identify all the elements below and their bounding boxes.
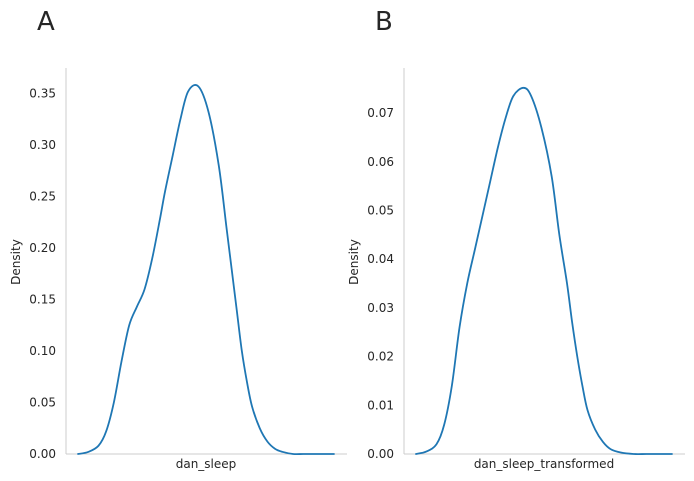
y-tick-label: 0.20 — [29, 241, 56, 255]
chart-panel-a: 0.00 0.05 0.10 0.15 0.20 0.25 0.30 0.35 dan_sle… — [9, 68, 347, 471]
y-tick-label: 0.06 — [367, 155, 394, 169]
y-tick-label: 0.30 — [29, 138, 56, 152]
y-tick-label: 0.00 — [29, 447, 56, 461]
x-axis-label: dan_sleep — [176, 457, 237, 471]
x-axis-label: dan_sleep_transformed — [474, 457, 614, 471]
density-curve — [77, 84, 335, 456]
y-tick-label: 0.05 — [29, 396, 56, 410]
density-curve — [415, 86, 673, 456]
chart-panel-b: 0.00 0.01 0.02 0.03 0.04 0.05 0.06 0.07 dan_sle… — [347, 68, 685, 471]
y-tick-labels: 0.00 0.01 0.02 0.03 0.04 0.05 0.06 0.07 — [367, 106, 394, 461]
y-tick-label: 0.05 — [367, 204, 394, 218]
y-tick-label: 0.03 — [367, 301, 394, 315]
y-tick-label: 0.15 — [29, 293, 56, 307]
y-tick-label: 0.25 — [29, 190, 56, 204]
y-tick-label: 0.07 — [367, 106, 394, 120]
y-axis-label: Density — [9, 239, 23, 285]
y-tick-labels: 0.00 0.05 0.10 0.15 0.20 0.25 0.30 0.35 — [29, 87, 56, 461]
panel-letter-b: B — [375, 7, 393, 37]
y-tick-label: 0.35 — [29, 87, 56, 101]
panel-letter-a: A — [37, 7, 55, 37]
y-tick-label: 0.02 — [367, 350, 394, 364]
y-tick-label: 0.01 — [367, 398, 394, 412]
y-axis-label: Density — [347, 239, 361, 285]
y-tick-label: 0.00 — [367, 447, 394, 461]
y-tick-label: 0.04 — [367, 252, 394, 266]
y-tick-label: 0.10 — [29, 344, 56, 358]
